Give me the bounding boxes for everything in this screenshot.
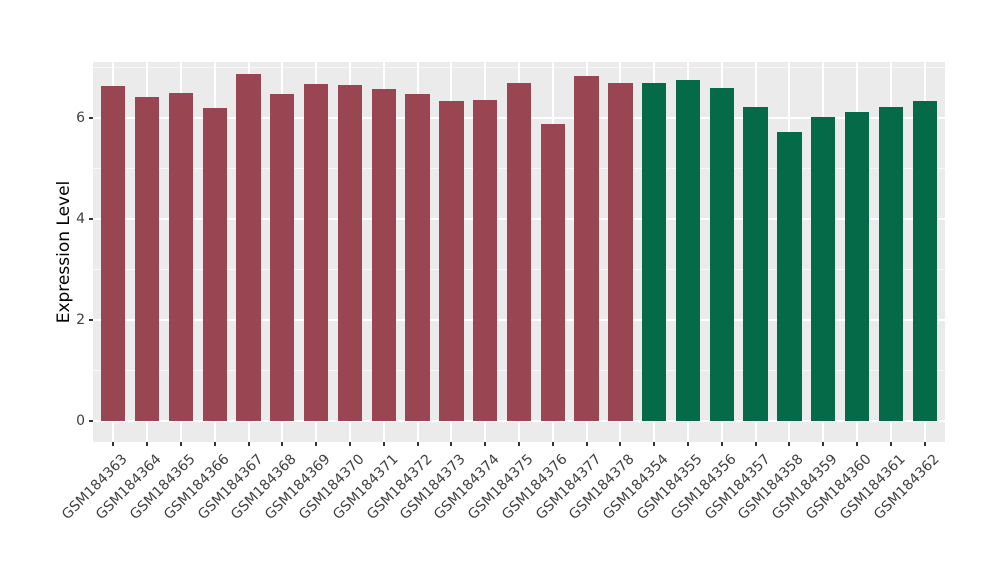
bar [912, 101, 937, 421]
bar [540, 124, 565, 421]
bar [878, 107, 904, 421]
x-tick-mark [146, 442, 149, 446]
x-tick-mark [619, 442, 622, 446]
plot-panel [93, 62, 945, 442]
bar [371, 89, 396, 421]
x-tick-mark [315, 442, 318, 446]
bar [574, 75, 599, 421]
bar [608, 83, 633, 421]
x-tick-mark [450, 442, 453, 446]
bar [202, 107, 227, 421]
bar [675, 79, 701, 421]
y-tick-label: 0 [76, 413, 85, 429]
y-tick-mark [89, 318, 93, 321]
x-tick-mark [179, 442, 182, 446]
x-tick-mark [788, 442, 791, 446]
x-tick-mark [518, 442, 520, 446]
bar [439, 101, 464, 421]
x-tick-label: GSM184362 [871, 448, 1000, 523]
x-tick-mark [822, 442, 825, 446]
y-tick-mark [89, 420, 93, 422]
bar [337, 85, 363, 421]
bar [101, 86, 126, 421]
x-tick-mark [247, 442, 250, 446]
bar [303, 84, 329, 421]
x-tick-mark [484, 442, 487, 446]
bar [743, 107, 768, 421]
x-tick-mark [923, 442, 926, 446]
bar [709, 88, 734, 421]
bar [506, 82, 532, 421]
x-tick-mark [281, 442, 284, 446]
x-tick-mark [551, 442, 554, 446]
x-tick-mark [720, 442, 723, 446]
x-tick-mark [585, 442, 588, 446]
bar [270, 93, 295, 421]
y-tick-label: 4 [76, 210, 85, 227]
bar [642, 82, 667, 421]
y-tick-mark [89, 217, 93, 220]
y-tick-label: 2 [76, 311, 85, 328]
bar [134, 97, 160, 421]
bar [168, 92, 194, 421]
y-tick-label: 6 [76, 109, 85, 126]
x-tick-mark [112, 442, 115, 446]
x-tick-mark [416, 442, 419, 446]
x-tick-mark [348, 442, 351, 446]
x-tick-mark [856, 442, 859, 446]
bar [473, 100, 498, 421]
y-tick-mark [89, 116, 93, 119]
x-tick-mark [754, 442, 757, 446]
bar [811, 116, 836, 421]
x-tick-mark [653, 442, 656, 446]
x-tick-mark [889, 442, 892, 446]
bar [405, 94, 430, 421]
x-tick-mark [687, 442, 690, 446]
bar [844, 111, 870, 421]
bar [236, 74, 261, 421]
bar [777, 131, 802, 421]
x-tick-mark [382, 442, 385, 446]
y-axis-title: Expression Level [54, 180, 74, 324]
x-tick-mark [213, 442, 216, 446]
